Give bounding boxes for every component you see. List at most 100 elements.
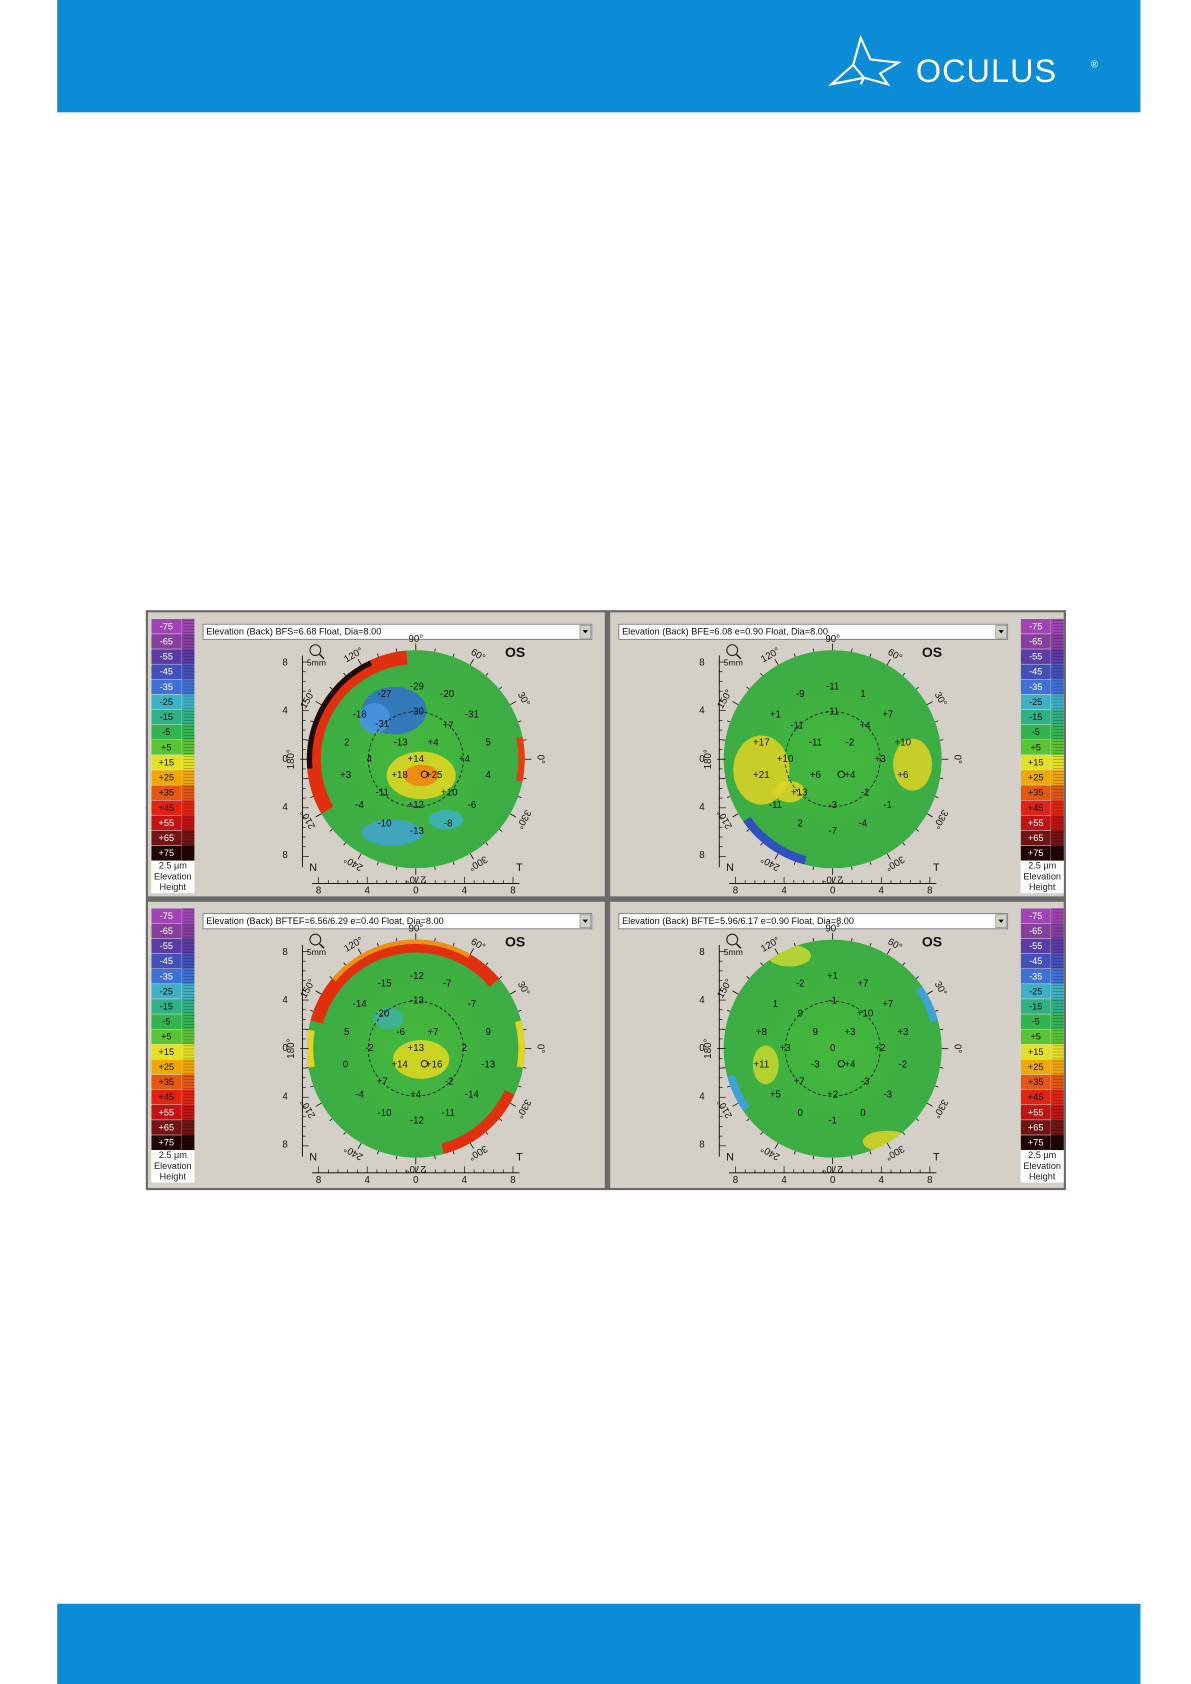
legend-caption: Height [160,882,187,892]
legend-label: +75 [1028,848,1044,858]
x-tick-label: 8 [733,1175,738,1186]
map-blob [373,1007,404,1030]
legend-label: +35 [1028,788,1044,798]
temporal-label: T [516,862,523,874]
ring-tick [452,942,455,947]
map-value: 0 [798,1108,804,1119]
map-rim [332,939,471,982]
angle-label: 90° [825,923,840,934]
x-tick-label: 8 [316,1175,321,1186]
ring-tick [310,720,314,723]
map-value: -11 [376,787,389,798]
ring-tick [518,720,522,723]
legend-label: -75 [160,911,173,921]
map-value: +7 [882,999,893,1010]
nasal-label: N [309,1152,317,1164]
legend-caption: Elevation [1023,1161,1061,1171]
map-value: -2 [796,978,805,989]
legend-label: -5 [1032,1017,1040,1027]
nasal-label: N [309,862,317,874]
zoom-icon-handle [735,653,742,660]
map-blob [393,1040,450,1079]
ring-tick [812,1156,815,1160]
map-value: -11 [769,800,782,811]
ring-tick [470,853,474,860]
ring-tick [305,1067,309,1069]
pupil-circle [784,711,881,808]
legend-label: +15 [1028,757,1044,767]
zoom-icon-handle [735,943,742,949]
map-value: +3 [875,754,886,765]
legend-label: -25 [160,986,173,996]
ring-tick [721,777,726,780]
legend-label: -35 [1029,971,1042,981]
ring-tick [310,1009,314,1012]
eye-label: OS [922,934,942,950]
x-tick-label: 4 [879,886,885,897]
legend-label: -55 [1029,941,1042,951]
map-value: -18 [353,710,367,721]
legend-label: +55 [1028,818,1044,828]
ring-tick [721,739,726,741]
ring-tick [732,701,739,706]
map-value: -3 [883,1090,892,1101]
apex-marker [420,1060,429,1068]
ring-tick [434,937,436,942]
title-dropdown [618,623,1009,640]
ring-tick [760,672,763,676]
ring-tick [329,686,333,690]
legend-caption: 2.5 µm [159,861,188,871]
legend-caption: Elevation [154,871,192,881]
angle-label: 0° [534,755,545,764]
map-value: -27 [377,689,391,700]
eye-label: OS [505,934,525,950]
legend-label: +65 [159,1122,175,1132]
legend-label: -65 [160,636,173,646]
ring-tick [357,853,362,860]
ring-tick [518,1009,522,1012]
legend-caption: 2.5 µm [1028,861,1057,871]
map-value: -1 [828,996,837,1007]
legend-label: -45 [1029,667,1042,677]
ring-tick [357,1142,362,1149]
map-rim [441,1090,515,1155]
x-tick-label: 4 [781,886,787,897]
y-tick-label: 0 [282,1043,288,1054]
ring-tick [329,1118,333,1122]
map-rim [516,736,525,782]
map-value: +7 [857,978,868,989]
legend-label: +5 [1030,1032,1040,1042]
ring-tick [434,1156,436,1160]
map-value: -12 [410,1116,424,1127]
map-value: +13 [791,787,807,798]
y-tick-label: 4 [282,706,288,717]
legend-label: +5 [161,742,171,752]
map-value: +17 [753,738,769,749]
legend-label: +45 [1028,1092,1044,1102]
map-value: 5 [485,738,490,749]
legend-label: +25 [159,773,175,783]
ring-tick [926,813,933,818]
zoom-icon-handle [319,653,325,660]
map-value: -20 [440,689,455,700]
map-value: +3 [844,1027,855,1038]
legend-caption: Elevation [1023,871,1061,881]
y-tick-label: 8 [699,658,704,669]
x-tick-label: 0 [830,886,836,897]
legend-label: -45 [1029,956,1042,966]
ring-tick [721,1067,726,1069]
x-tick-label: 4 [364,886,370,897]
ring-tick [343,842,346,846]
logo-star [827,34,902,87]
ring-tick [305,777,309,780]
ring-tick [915,976,919,979]
map-rim [306,650,408,814]
ring-tick [760,1131,763,1135]
map-value: -10 [377,819,392,830]
map-value: -13 [394,738,408,749]
legend-label: -15 [1029,1001,1042,1011]
ring-tick [851,937,853,942]
map-value: -2 [899,1059,908,1070]
ring-tick [746,686,750,690]
